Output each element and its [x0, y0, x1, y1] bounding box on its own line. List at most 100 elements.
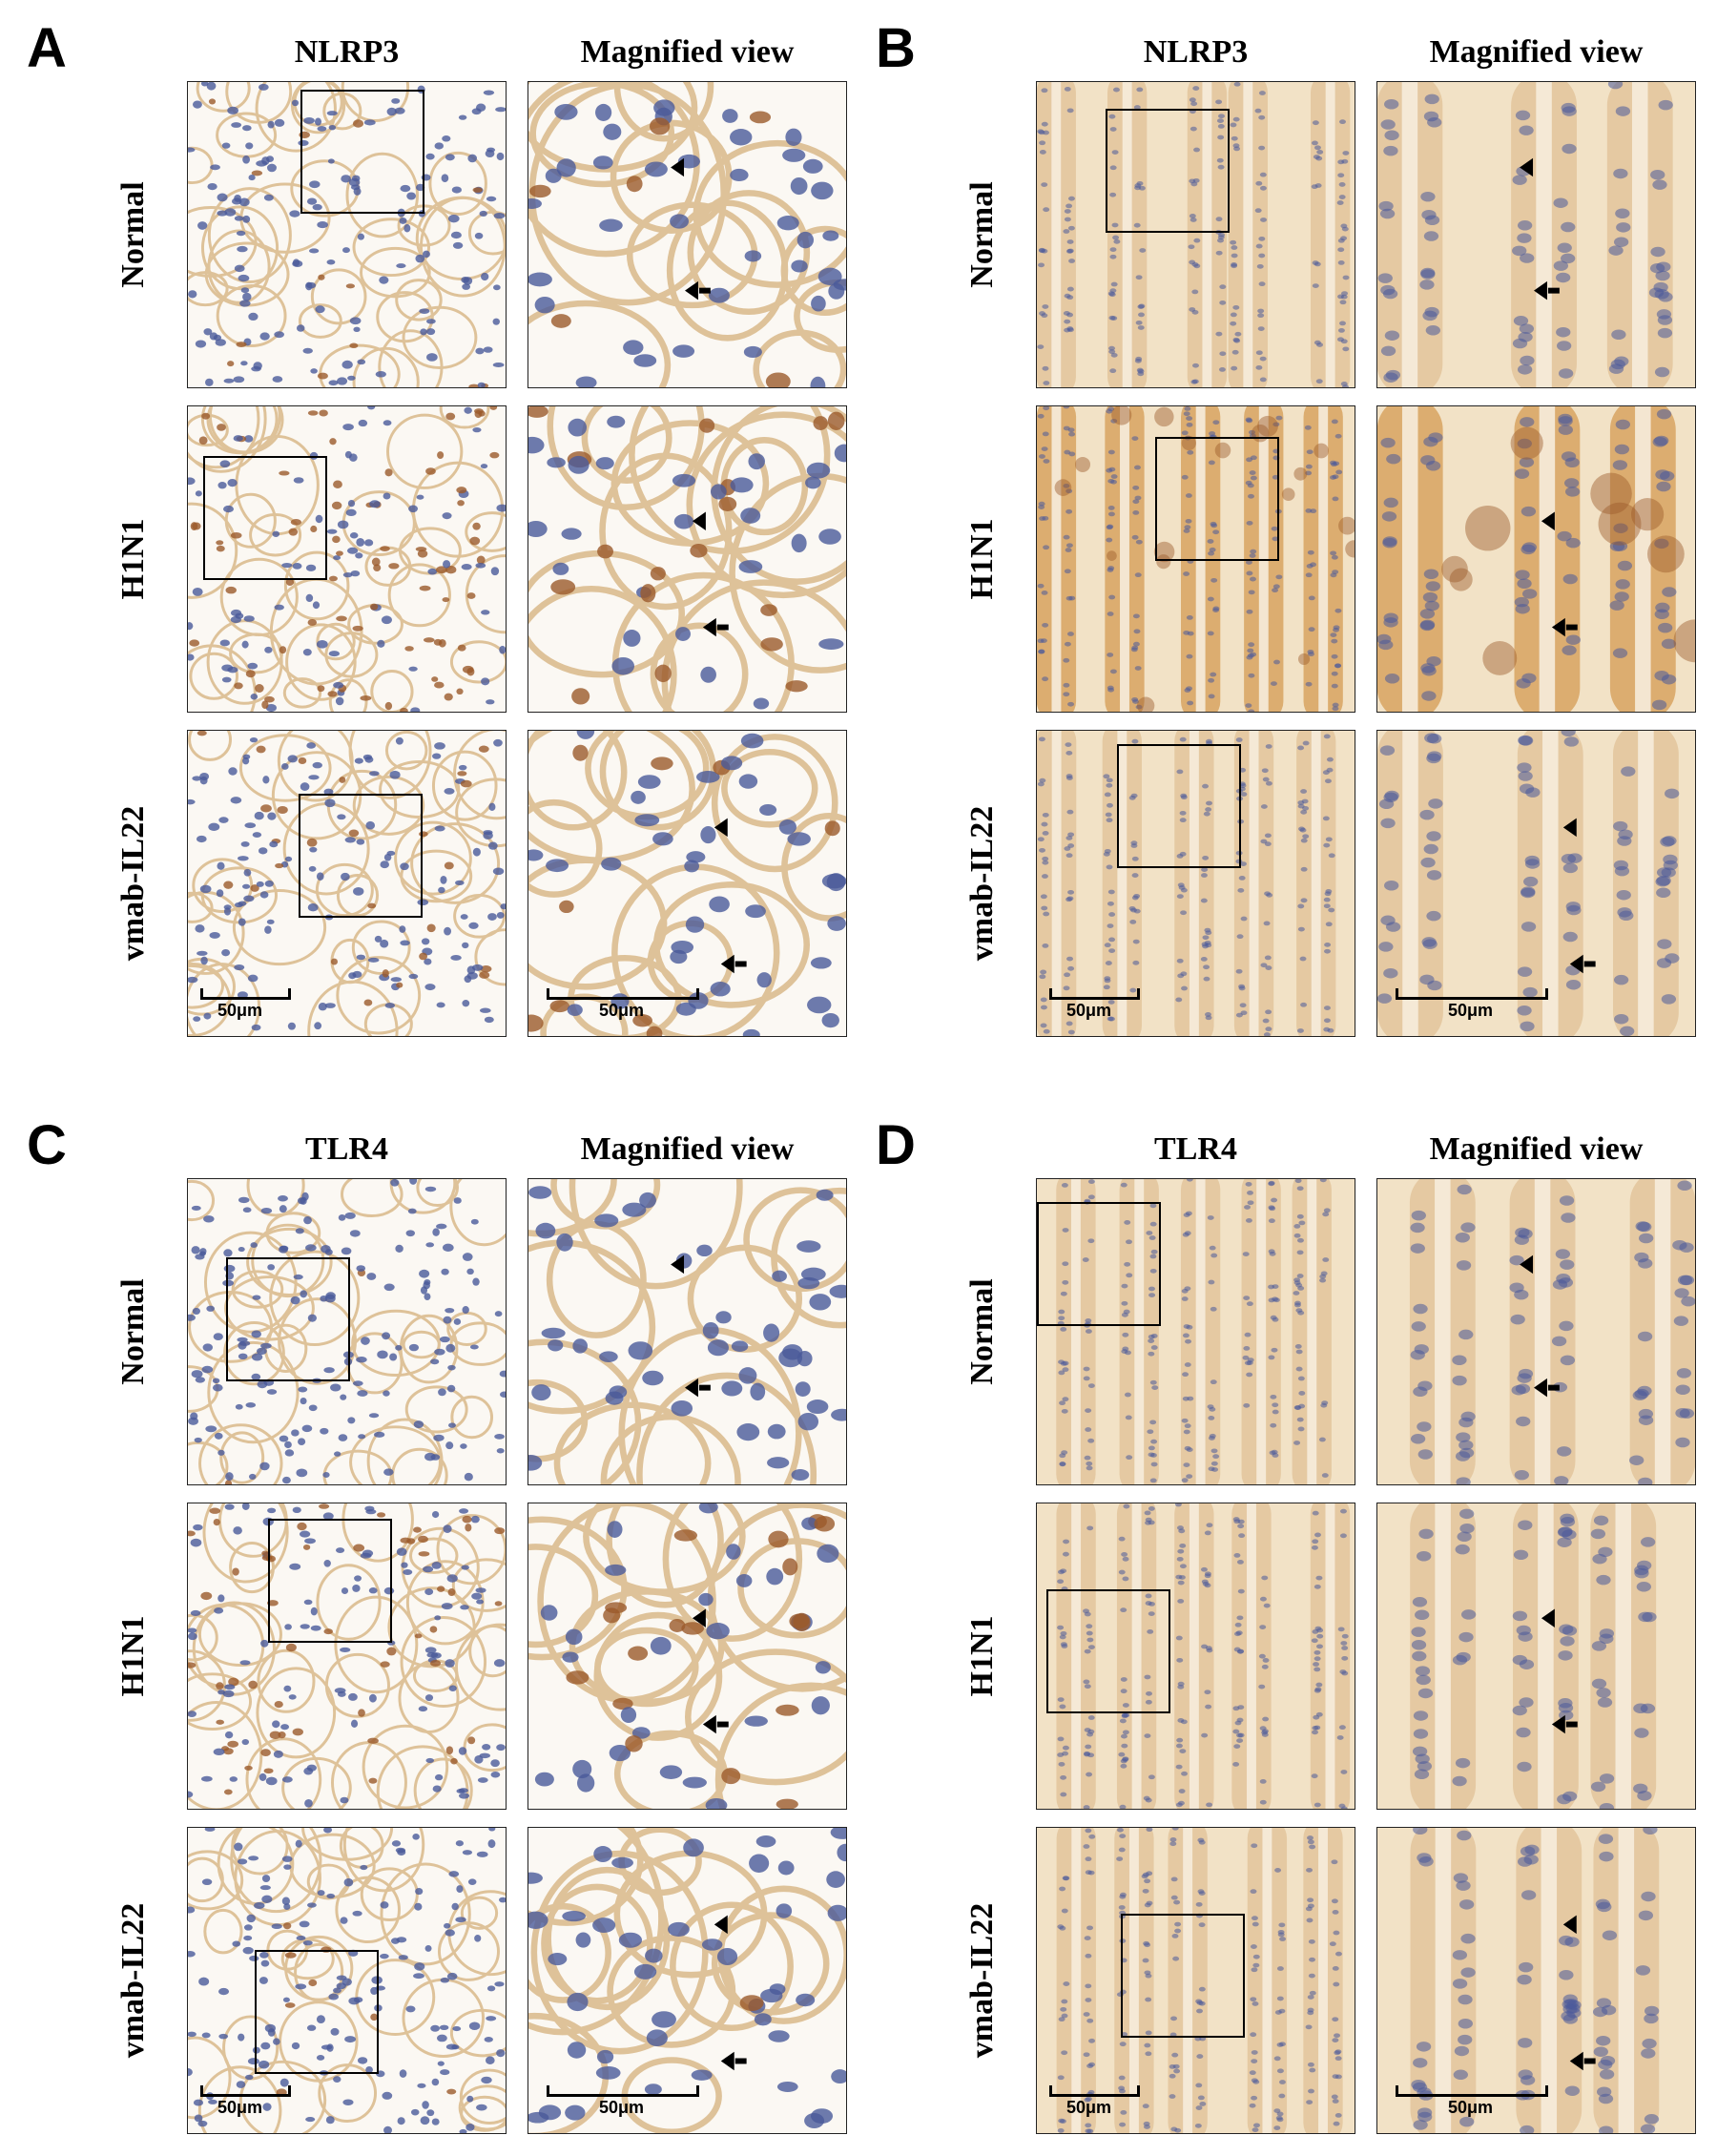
column-header-marker: NLRP3	[294, 34, 400, 70]
column-header-magnified: Magnified view	[1429, 1131, 1644, 1167]
micrograph-overview	[187, 405, 507, 713]
scale-bar-label: 50μm	[599, 2098, 645, 2117]
tissue-image	[528, 1503, 846, 1809]
scale-bar-tick	[1049, 988, 1052, 1000]
scale-bar-tick	[547, 988, 549, 1000]
region-of-interest-box	[203, 456, 327, 580]
region-of-interest-box	[1117, 744, 1241, 868]
column-header-magnified: Magnified view	[580, 1131, 795, 1167]
arrow-marker	[1534, 280, 1560, 301]
tissue-image	[188, 731, 506, 1036]
scale-bar-label: 50μm	[1448, 2098, 1494, 2117]
arrow-marker	[685, 1378, 711, 1398]
tissue-image	[1377, 1179, 1695, 1484]
scale-bar-label: 50μm	[217, 1001, 263, 1020]
arrowhead-marker	[1520, 157, 1534, 177]
region-of-interest-box	[1106, 109, 1230, 233]
micrograph-overview	[1036, 405, 1355, 713]
tissue-image	[1037, 1828, 1355, 2133]
region-of-interest-box	[1046, 1589, 1170, 1713]
tissue-image	[1377, 406, 1695, 712]
arrowhead-marker	[671, 157, 685, 177]
tissue-image	[188, 82, 506, 387]
arrow-marker	[685, 280, 711, 301]
scale-bar-label: 50μm	[217, 2098, 263, 2117]
region-of-interest-box	[226, 1257, 350, 1381]
row-label: vmab-IL22	[115, 805, 151, 962]
arrow-marker	[1569, 2051, 1596, 2071]
micrograph-magnified	[1376, 1503, 1696, 1810]
row-label: vmab-IL22	[964, 1902, 1000, 2059]
scale-bar-magnified: 50μm	[547, 988, 699, 1026]
micrograph-overview	[187, 1827, 507, 2134]
micrograph-magnified	[1376, 1827, 1696, 2134]
micrograph-overview	[1036, 81, 1355, 388]
scale-bar-tick	[696, 988, 699, 1000]
micrograph-magnified	[528, 81, 847, 388]
micrograph-magnified	[1376, 730, 1696, 1037]
scale-bar-tick	[288, 988, 291, 1000]
arrow-marker	[702, 617, 729, 637]
scale-bar-magnified: 50μm	[1396, 2085, 1548, 2123]
arrow-marker	[702, 1714, 729, 1734]
micrograph-overview	[187, 81, 507, 388]
micrograph-overview	[187, 1178, 507, 1485]
tissue-image	[1037, 82, 1355, 387]
scale-bar-line	[1049, 997, 1140, 1000]
row-label: Normal	[115, 181, 151, 288]
row-label: Normal	[964, 181, 1000, 288]
column-header-marker: TLR4	[305, 1131, 388, 1167]
scale-bar-overview: 50μm	[200, 2085, 291, 2123]
scale-bar-tick	[1545, 988, 1548, 1000]
row-label: vmab-IL22	[115, 1902, 151, 2059]
micrograph-magnified	[528, 730, 847, 1037]
micrograph-magnified	[1376, 81, 1696, 388]
micrograph-overview	[187, 1503, 507, 1810]
scale-bar-label: 50μm	[1066, 2098, 1112, 2117]
tissue-image	[188, 1503, 506, 1809]
panel-letter: A	[27, 17, 67, 79]
tissue-image	[528, 82, 846, 387]
scale-bar-magnified: 50μm	[1396, 988, 1548, 1026]
scale-bar-line	[1396, 997, 1548, 1000]
region-of-interest-box	[1155, 437, 1279, 561]
scale-bar-tick	[200, 2085, 203, 2097]
column-header-magnified: Magnified view	[1429, 34, 1644, 70]
row-label: H1N1	[115, 1615, 151, 1697]
arrow-marker	[1569, 954, 1596, 974]
scale-bar-tick	[547, 2085, 549, 2097]
tissue-image	[528, 731, 846, 1036]
tissue-image	[528, 1828, 846, 2133]
panel-letter: C	[27, 1114, 67, 1176]
arrow-marker	[1551, 1714, 1578, 1734]
micrograph-overview	[1036, 1178, 1355, 1485]
tissue-image	[1377, 82, 1695, 387]
micrograph-overview	[1036, 730, 1355, 1037]
micrograph-overview	[1036, 1827, 1355, 2134]
arrow-marker	[720, 954, 747, 974]
tissue-image	[188, 1828, 506, 2133]
scale-bar-line	[547, 997, 699, 1000]
scale-bar-overview: 50μm	[1049, 2085, 1140, 2123]
region-of-interest-box	[300, 90, 424, 214]
arrowhead-marker	[692, 1608, 706, 1627]
arrow-marker	[720, 2051, 747, 2071]
row-label: H1N1	[964, 518, 1000, 600]
row-label: Normal	[964, 1278, 1000, 1385]
scale-bar-overview: 50μm	[200, 988, 291, 1026]
micrograph-magnified	[528, 405, 847, 713]
arrowhead-marker	[1562, 818, 1577, 838]
arrowhead-marker	[1541, 511, 1555, 530]
scale-bar-tick	[1049, 2085, 1052, 2097]
tissue-image	[528, 1179, 846, 1484]
scale-bar-label: 50μm	[1066, 1001, 1112, 1020]
micrograph-magnified	[1376, 1178, 1696, 1485]
tissue-image	[188, 1179, 506, 1484]
tissue-image	[528, 406, 846, 712]
region-of-interest-box	[255, 1950, 379, 2074]
scale-bar-line	[200, 997, 291, 1000]
column-header-marker: NLRP3	[1143, 34, 1249, 70]
region-of-interest-box	[299, 794, 423, 918]
scale-bar-tick	[200, 988, 203, 1000]
scale-bar-label: 50μm	[1448, 1001, 1494, 1020]
